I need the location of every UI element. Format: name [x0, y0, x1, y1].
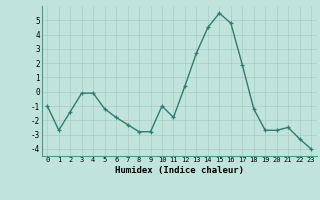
X-axis label: Humidex (Indice chaleur): Humidex (Indice chaleur) [115, 166, 244, 175]
